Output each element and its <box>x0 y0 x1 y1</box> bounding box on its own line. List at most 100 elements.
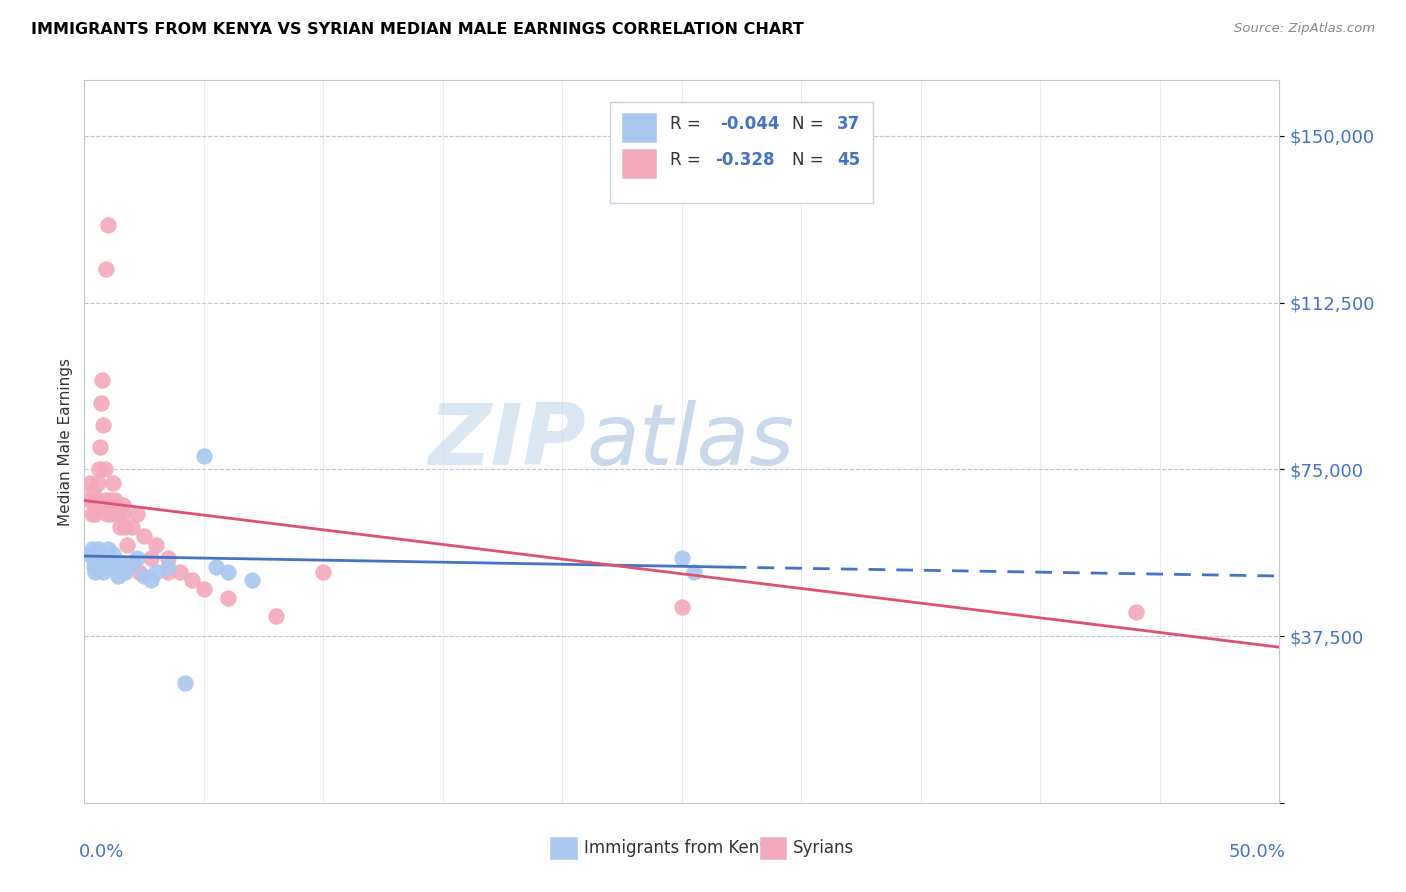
Point <box>141 574 163 588</box>
Point <box>132 529 156 543</box>
Point <box>193 582 215 597</box>
Point <box>84 507 107 521</box>
Point <box>84 565 107 579</box>
Point <box>110 520 132 534</box>
Point <box>94 493 117 508</box>
Point <box>157 551 180 566</box>
Point <box>86 542 108 557</box>
Y-axis label: Median Male Earnings: Median Male Earnings <box>58 358 73 525</box>
Point <box>217 565 239 579</box>
Text: 50.0%: 50.0% <box>1229 843 1285 861</box>
Point <box>107 569 129 583</box>
Point <box>94 262 117 277</box>
Point <box>128 565 150 579</box>
Point <box>264 609 287 624</box>
Text: ZIP: ZIP <box>429 400 586 483</box>
Point <box>104 560 127 574</box>
Point <box>97 218 120 232</box>
Point <box>94 551 117 566</box>
Point <box>100 556 122 570</box>
Point <box>104 493 127 508</box>
Text: 0.0%: 0.0% <box>79 843 124 861</box>
Point <box>87 462 110 476</box>
Point <box>90 547 112 561</box>
Point <box>93 417 115 432</box>
Point <box>671 600 693 615</box>
Text: R =: R = <box>671 151 706 169</box>
Bar <box>551 838 576 859</box>
Point <box>111 507 134 521</box>
Point <box>91 556 114 570</box>
Point <box>173 675 195 690</box>
Text: atlas: atlas <box>586 400 794 483</box>
Point <box>91 373 114 387</box>
Point <box>205 560 228 574</box>
Point <box>86 556 108 570</box>
Point <box>80 507 103 521</box>
Point <box>671 551 693 566</box>
FancyBboxPatch shape <box>610 102 873 203</box>
Point <box>114 565 136 579</box>
Point <box>93 462 115 476</box>
Point <box>86 475 108 490</box>
Point <box>80 542 103 557</box>
Text: N =: N = <box>792 115 828 133</box>
Point <box>125 551 148 566</box>
Point <box>145 565 167 579</box>
Bar <box>623 112 655 142</box>
Point <box>97 498 120 512</box>
Text: 37: 37 <box>838 115 860 133</box>
Point <box>93 565 115 579</box>
Point <box>87 551 110 566</box>
Point <box>121 520 143 534</box>
Point <box>132 569 156 583</box>
Point <box>82 551 104 566</box>
Point <box>110 556 132 570</box>
Point <box>79 475 101 490</box>
Point <box>111 565 134 579</box>
Text: -0.044: -0.044 <box>720 115 780 133</box>
Point <box>193 449 215 463</box>
Point <box>89 560 111 574</box>
Text: 45: 45 <box>838 151 860 169</box>
Point <box>100 507 122 521</box>
Point <box>145 538 167 552</box>
Text: Source: ZipAtlas.com: Source: ZipAtlas.com <box>1234 22 1375 36</box>
Point <box>83 560 105 574</box>
Point <box>1125 605 1147 619</box>
Point <box>117 538 139 552</box>
Point <box>90 395 112 409</box>
Point <box>111 498 134 512</box>
Point <box>217 591 239 606</box>
Text: Immigrants from Kenya: Immigrants from Kenya <box>583 839 779 857</box>
Point <box>96 560 118 574</box>
Point <box>83 498 105 512</box>
Bar <box>759 838 786 859</box>
Point <box>240 574 263 588</box>
Point <box>157 565 180 579</box>
Text: R =: R = <box>671 115 706 133</box>
Point <box>169 565 191 579</box>
Point <box>77 547 100 561</box>
Point <box>96 507 118 521</box>
Point <box>86 493 108 508</box>
Point <box>101 475 124 490</box>
Text: N =: N = <box>792 151 828 169</box>
Text: IMMIGRANTS FROM KENYA VS SYRIAN MEDIAN MALE EARNINGS CORRELATION CHART: IMMIGRANTS FROM KENYA VS SYRIAN MEDIAN M… <box>31 22 804 37</box>
Point <box>100 493 122 508</box>
Point <box>141 551 163 566</box>
Point <box>125 507 148 521</box>
Point <box>114 520 136 534</box>
Point <box>312 565 335 579</box>
Point <box>157 560 180 574</box>
Text: Syrians: Syrians <box>793 839 855 857</box>
Point <box>107 507 129 521</box>
Point <box>97 542 120 557</box>
Bar <box>623 149 655 178</box>
Point <box>89 440 111 454</box>
Point <box>683 565 706 579</box>
Text: -0.328: -0.328 <box>716 151 775 169</box>
Point <box>181 574 204 588</box>
Point <box>77 493 100 508</box>
Point <box>121 556 143 570</box>
